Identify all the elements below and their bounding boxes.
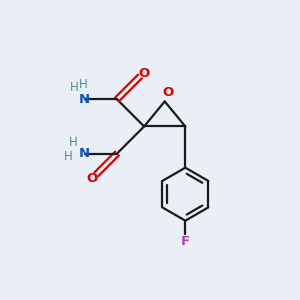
Text: O: O bbox=[162, 86, 173, 99]
Text: N: N bbox=[79, 147, 90, 160]
Text: H: H bbox=[79, 78, 88, 91]
Text: O: O bbox=[86, 172, 98, 185]
Text: H: H bbox=[69, 136, 78, 149]
Text: H: H bbox=[64, 150, 73, 163]
Text: H: H bbox=[70, 81, 79, 94]
Text: O: O bbox=[139, 67, 150, 80]
Text: N: N bbox=[79, 93, 90, 106]
Text: F: F bbox=[181, 236, 190, 248]
